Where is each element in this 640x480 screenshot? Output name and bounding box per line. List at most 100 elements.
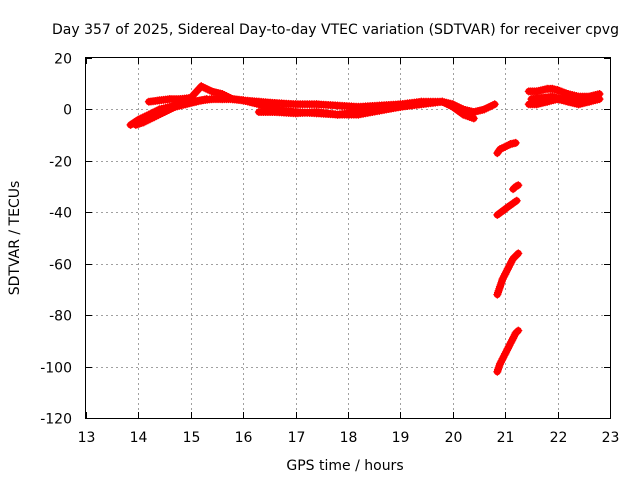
data-point: [494, 286, 503, 295]
data-point: [506, 339, 515, 348]
data-point: [499, 143, 508, 152]
x-tick-label: 23: [602, 430, 620, 446]
data-point: [497, 144, 506, 153]
y-tick-label: -60: [49, 258, 72, 274]
data-point: [202, 95, 211, 104]
x-tick-label: 13: [78, 430, 96, 446]
data-point: [493, 367, 502, 376]
data-point: [499, 353, 508, 362]
data-point: [590, 92, 599, 101]
data-point: [504, 263, 513, 272]
series-arc-h: [493, 249, 523, 299]
data-point: [508, 336, 517, 344]
data-point: [501, 142, 510, 151]
data-point: [131, 120, 140, 129]
data-point: [495, 361, 504, 370]
data-point: [501, 270, 510, 278]
series-arc-l: [527, 92, 599, 106]
x-tick-label: 21: [497, 430, 515, 446]
data-point: [510, 198, 519, 206]
data-point: [502, 141, 511, 150]
data-point: [493, 365, 502, 374]
data-point: [457, 109, 466, 118]
data-point: [495, 282, 504, 291]
y-axis-ticks: 20 0 -20 -40 -60 -80 -100 -120: [40, 52, 610, 428]
data-point: [500, 351, 509, 360]
data-points: [126, 82, 604, 376]
x-tick-label: 22: [550, 430, 568, 446]
data-point: [137, 118, 146, 127]
series-arc-e: [493, 138, 520, 158]
data-point: [496, 280, 505, 289]
data-point: [495, 284, 504, 293]
y-tick-label: 0: [63, 103, 72, 119]
data-point: [135, 119, 144, 128]
data-point: [502, 346, 511, 355]
data-point: [503, 344, 512, 353]
data-point: [500, 271, 509, 280]
x-axis-ticks: 13 14 15 16 17 18 19 20 21 22 23: [78, 58, 620, 446]
data-point: [512, 327, 521, 336]
data-point: [505, 341, 514, 350]
data-point: [509, 332, 518, 341]
data-point: [511, 138, 520, 147]
data-point: [497, 279, 506, 287]
data-point: [497, 356, 506, 365]
data-point: [509, 334, 518, 343]
y-tick-label: -80: [49, 309, 72, 325]
data-point: [469, 114, 478, 123]
x-tick-label: 20: [445, 430, 463, 446]
data-point: [504, 141, 513, 149]
series-arc-i: [493, 326, 523, 376]
data-point: [498, 354, 507, 363]
data-point: [502, 268, 511, 277]
data-point: [512, 196, 521, 205]
x-tick-label: 18: [340, 430, 358, 446]
data-point: [496, 358, 505, 367]
series-arc-d: [254, 102, 405, 119]
data-point: [499, 273, 508, 282]
data-point: [502, 348, 511, 356]
data-point: [505, 261, 514, 270]
x-axis-label: GPS time / hours: [286, 458, 403, 474]
data-point: [494, 363, 503, 372]
data-point: [595, 95, 604, 104]
data-point: [512, 181, 521, 190]
series-arc-c: [131, 95, 211, 129]
data-point: [503, 264, 512, 273]
data-point: [512, 250, 521, 259]
y-tick-label: -120: [40, 412, 72, 428]
chart-title: Day 357 of 2025, Sidereal Day-to-day VTE…: [52, 22, 619, 38]
x-tick-label: 15: [183, 430, 201, 446]
plot-frame: [85, 57, 611, 419]
y-tick-label: 20: [54, 52, 72, 68]
data-point: [507, 258, 516, 266]
data-point: [507, 337, 516, 346]
data-point: [493, 290, 502, 299]
series-arc-f: [509, 181, 523, 194]
y-axis-label: SDTVAR / TECUs: [7, 181, 23, 296]
data-point: [514, 249, 523, 258]
data-point: [506, 259, 515, 268]
y-tick-label: -100: [40, 361, 72, 377]
data-point: [504, 342, 513, 351]
series-arc-g: [493, 196, 521, 219]
x-tick-label: 16: [235, 430, 253, 446]
data-point: [502, 266, 511, 275]
data-point: [133, 120, 142, 129]
data-point: [495, 360, 504, 368]
x-tick-label: 14: [130, 430, 148, 446]
data-point: [501, 349, 510, 358]
grid-lines: [86, 58, 610, 418]
data-point: [498, 275, 507, 284]
data-point: [495, 145, 504, 154]
y-tick-label: -40: [49, 206, 72, 222]
x-tick-label: 19: [392, 430, 410, 446]
data-point: [514, 181, 523, 190]
data-point: [514, 326, 523, 335]
x-tick-label: 17: [288, 430, 306, 446]
y-tick-label: -20: [49, 155, 72, 171]
data-point: [497, 277, 506, 286]
